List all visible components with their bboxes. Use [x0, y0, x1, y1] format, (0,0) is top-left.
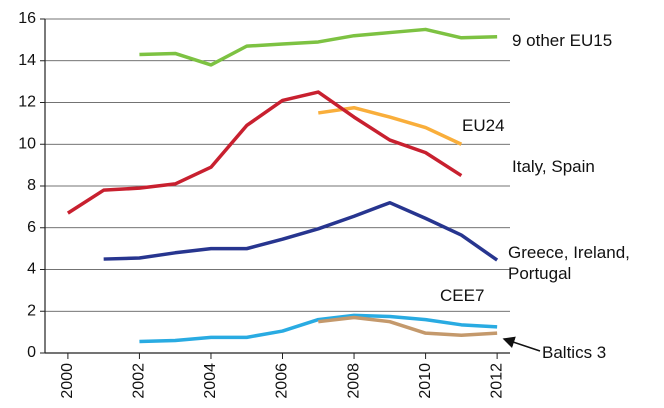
series-label: Italy, Spain [512, 157, 595, 176]
y-tick-label: 10 [18, 135, 36, 152]
annotation-arrow [502, 336, 541, 352]
y-tick-label: 4 [27, 261, 36, 278]
series-label: 9 other EU15 [512, 31, 613, 50]
series-label: Greece, Ireland, Portugal [508, 243, 630, 283]
series-line [103, 200, 499, 262]
y-tick-label: 16 [18, 10, 36, 27]
series-line [66, 90, 463, 215]
series-line [139, 27, 498, 67]
y-tick-label: 8 [27, 177, 36, 194]
x-tick-label: 2000 [59, 363, 76, 399]
x-tick-label: 2012 [488, 363, 505, 399]
series-label: EU24 [462, 116, 505, 135]
x-tick-label: 2004 [202, 363, 219, 399]
x-tick-label: 2002 [131, 363, 148, 399]
series-label: Baltics 3 [542, 343, 607, 362]
y-tick-label: 12 [18, 94, 36, 111]
y-tick-label: 6 [27, 219, 36, 236]
x-tick-label: 2006 [274, 363, 291, 399]
y-tick-label: 0 [27, 344, 36, 361]
x-tick-label: 2008 [345, 363, 362, 399]
series-line [318, 315, 498, 338]
series-label: CEE7 [440, 286, 485, 305]
y-tick-label: 14 [18, 52, 36, 69]
series-line [139, 313, 498, 344]
y-tick-label: 2 [27, 302, 36, 319]
x-tick-label: 2010 [417, 363, 434, 399]
